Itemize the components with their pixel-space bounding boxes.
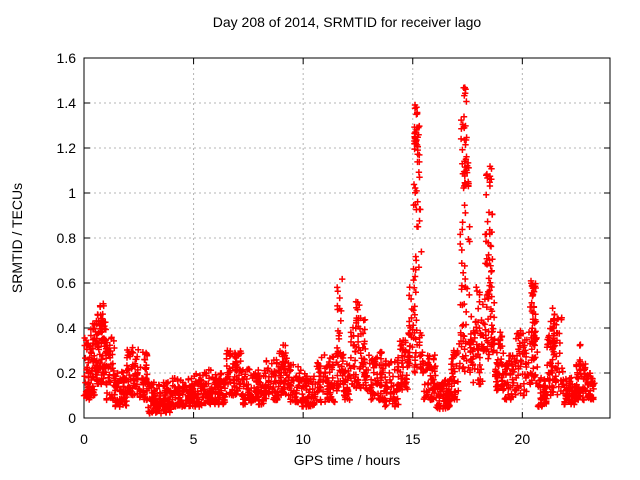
- x-tick-label: 10: [295, 431, 311, 447]
- y-tick-label: 1.2: [57, 140, 77, 156]
- x-tick-label: 0: [80, 431, 88, 447]
- y-tick-label: 0: [68, 410, 76, 426]
- y-tick-label: 1.6: [57, 50, 77, 66]
- y-tick-label: 0.4: [57, 320, 77, 336]
- chart-title: Day 208 of 2014, SRMTID for receiver lag…: [212, 14, 482, 30]
- scatter-series: [80, 84, 598, 417]
- y-tick-label: 1: [68, 185, 76, 201]
- y-tick-label: 1.4: [57, 95, 77, 111]
- y-tick-label: 0.6: [57, 275, 77, 291]
- x-tick-label: 5: [190, 431, 198, 447]
- y-tick-label: 0.8: [57, 230, 77, 246]
- x-tick-label: 15: [405, 431, 421, 447]
- x-axis-title: GPS time / hours: [293, 452, 401, 468]
- x-tick-label: 20: [515, 431, 531, 447]
- y-tick-label: 0.2: [57, 365, 77, 381]
